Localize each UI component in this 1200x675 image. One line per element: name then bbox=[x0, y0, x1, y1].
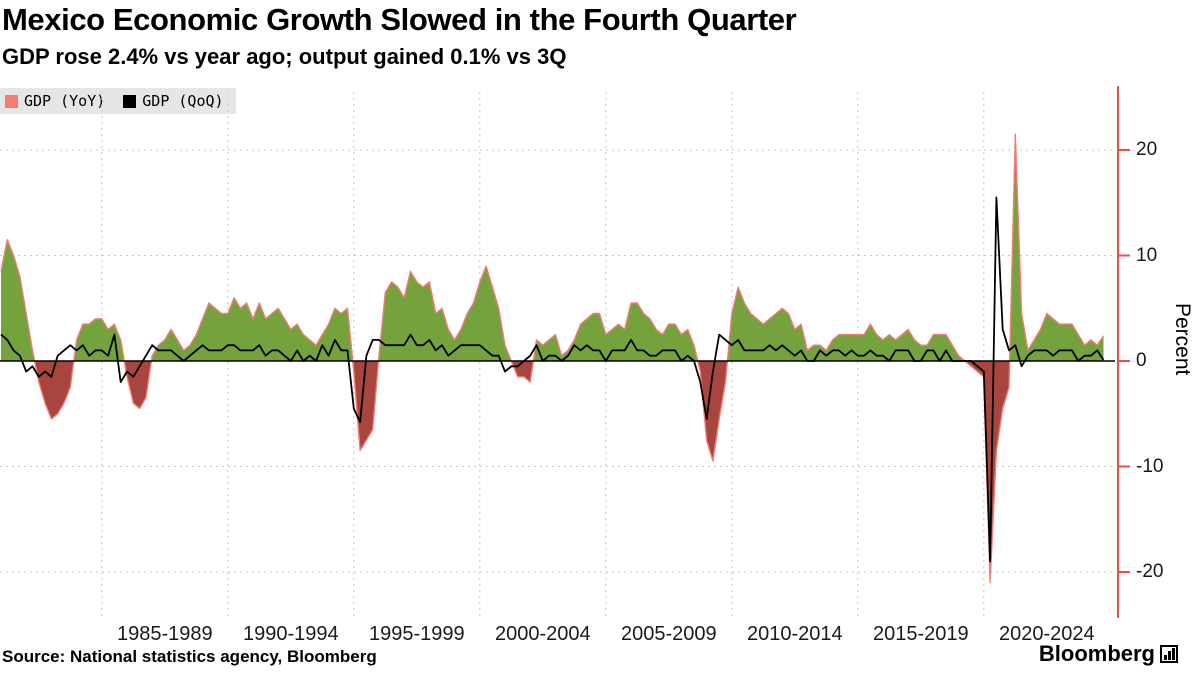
legend-label-yoy: GDP (YoY) bbox=[24, 92, 106, 110]
bar-chart-icon bbox=[1160, 645, 1178, 663]
y-tick-label: 20 bbox=[1136, 139, 1158, 160]
legend-swatch-qoq-icon bbox=[123, 94, 137, 108]
legend-label-qoq: GDP (QoQ) bbox=[142, 92, 224, 110]
page-title: Mexico Economic Growth Slowed in the Fou… bbox=[2, 2, 797, 37]
source-note: Source: National statistics agency, Bloo… bbox=[2, 647, 377, 666]
bloomberg-wordmark: Bloomberg bbox=[1038, 641, 1155, 666]
x-axis-label: 1990-1994 bbox=[242, 623, 339, 645]
x-axis-label: 2005-2009 bbox=[620, 623, 717, 645]
y-tick-label: 10 bbox=[1136, 244, 1158, 266]
bloomberg-logo: Bloomberg bbox=[1039, 641, 1178, 667]
legend-swatch-yoy-icon bbox=[5, 94, 18, 108]
legend-item-yoy: GDP (YoY) bbox=[5, 92, 105, 110]
y-tick-label: -10 bbox=[1136, 455, 1164, 477]
x-axis-label: 2010-2014 bbox=[746, 623, 843, 645]
y-tick-label: -20 bbox=[1136, 561, 1164, 582]
x-axis-label: 1995-1999 bbox=[368, 623, 465, 645]
y-axis-title: Percent bbox=[1171, 303, 1194, 376]
x-axis-label: 2000-2004 bbox=[494, 623, 591, 645]
x-axis-label: 2020-2024 bbox=[998, 623, 1095, 645]
page-subtitle: GDP rose 2.4% vs year ago; output gained… bbox=[2, 44, 567, 69]
legend-item-qoq: GDP (QoQ) bbox=[123, 92, 224, 110]
x-axis-label: 2015-2019 bbox=[872, 623, 969, 645]
x-axis-label: 1985-1989 bbox=[116, 623, 213, 645]
y-tick-label: 0 bbox=[1136, 350, 1147, 371]
legend: GDP (YoY) GDP (QoQ) bbox=[0, 88, 236, 114]
